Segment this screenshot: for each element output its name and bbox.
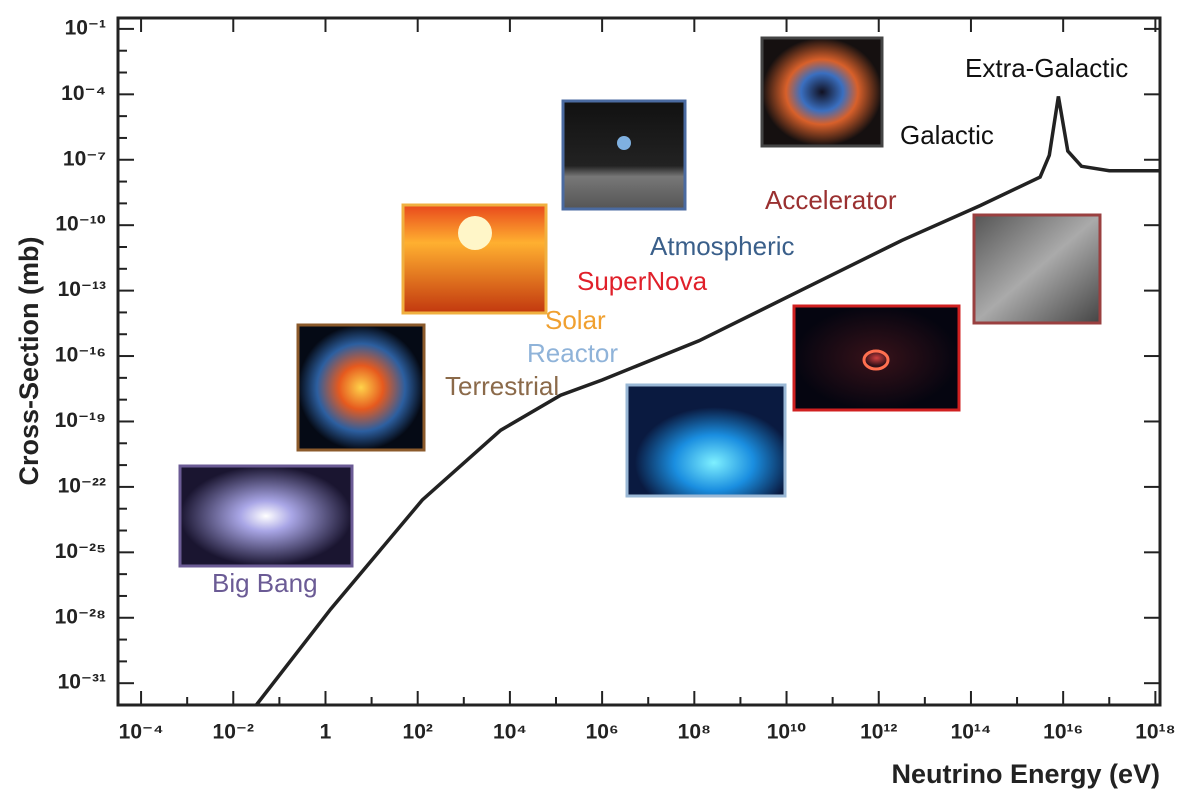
annotation: Terrestrial [445, 371, 559, 401]
annotation: SuperNova [577, 266, 708, 296]
y-tick-label: 10⁻²² [58, 474, 106, 497]
annotation: Atmospheric [650, 231, 795, 261]
plot-frame [116, 16, 1162, 707]
x-tick-label: 1 [320, 721, 332, 744]
illustrations [178, 36, 1102, 568]
x-tick-label: 10⁶ [586, 721, 619, 744]
x-tick-label: 10¹² [860, 721, 897, 744]
x-tick-label: 10⁴ [493, 721, 527, 744]
y-tick-label: 10⁻¹ [65, 16, 106, 39]
earth-disc [617, 136, 631, 150]
annotation: Extra-Galactic [965, 53, 1128, 83]
image-bubble-chamber [972, 213, 1102, 325]
x-tick-label: 10¹⁶ [1043, 721, 1083, 744]
image-sn1987a [792, 304, 961, 412]
image-earthrise [561, 99, 687, 211]
y-tick-label: 10⁻¹⁹ [55, 409, 106, 432]
x-tick-label: 10¹⁴ [951, 721, 992, 744]
cross-section-curve [254, 96, 1160, 705]
minor-ticks [118, 49, 1111, 705]
y-axis-title: Cross-Section (mb) [14, 236, 44, 485]
y-tick-label: 10⁻¹⁶ [55, 344, 106, 367]
annotation: Accelerator [765, 185, 897, 215]
image-reactor [625, 383, 787, 498]
x-tick-label: 10⁸ [678, 721, 711, 744]
y-tick-label: 10⁻¹⁰ [55, 213, 106, 236]
y-tick-label: 10⁻⁴ [61, 82, 106, 105]
x-tick-label: 10¹⁸ [1135, 721, 1175, 744]
image-remnant [760, 36, 884, 148]
image-earth [296, 323, 426, 452]
sn-ring [862, 349, 890, 371]
x-tick-label: 10⁻⁴ [119, 721, 164, 744]
x-tick-label: 10¹⁰ [767, 721, 807, 744]
sun-disc [458, 216, 492, 250]
annotation: Galactic [900, 120, 994, 150]
image-big-bang [178, 464, 354, 568]
plot: 10⁻⁴ 10⁻² 1 10² 10⁴ 10⁶ 10⁸ 10¹⁰ 10¹² 10¹⁴ 10¹⁶ 10¹… [55, 16, 1176, 743]
y-tick-label: 10⁻²⁵ [55, 540, 106, 563]
annotation: Reactor [527, 338, 618, 368]
x-tick-label: 10² [403, 721, 433, 744]
y-tick-label: 10⁻¹³ [58, 278, 106, 301]
y-tick-label: 10⁻³¹ [58, 671, 106, 694]
x-axis-title: Neutrino Energy (eV) [891, 759, 1160, 789]
series [254, 96, 1160, 705]
y-tick-label: 10⁻⁷ [63, 147, 106, 170]
y-tick-label: 10⁻²⁸ [55, 605, 106, 628]
annotation: Big Bang [212, 568, 318, 598]
x-tick-label: 10⁻² [213, 721, 254, 744]
annotation: Solar [545, 305, 606, 335]
